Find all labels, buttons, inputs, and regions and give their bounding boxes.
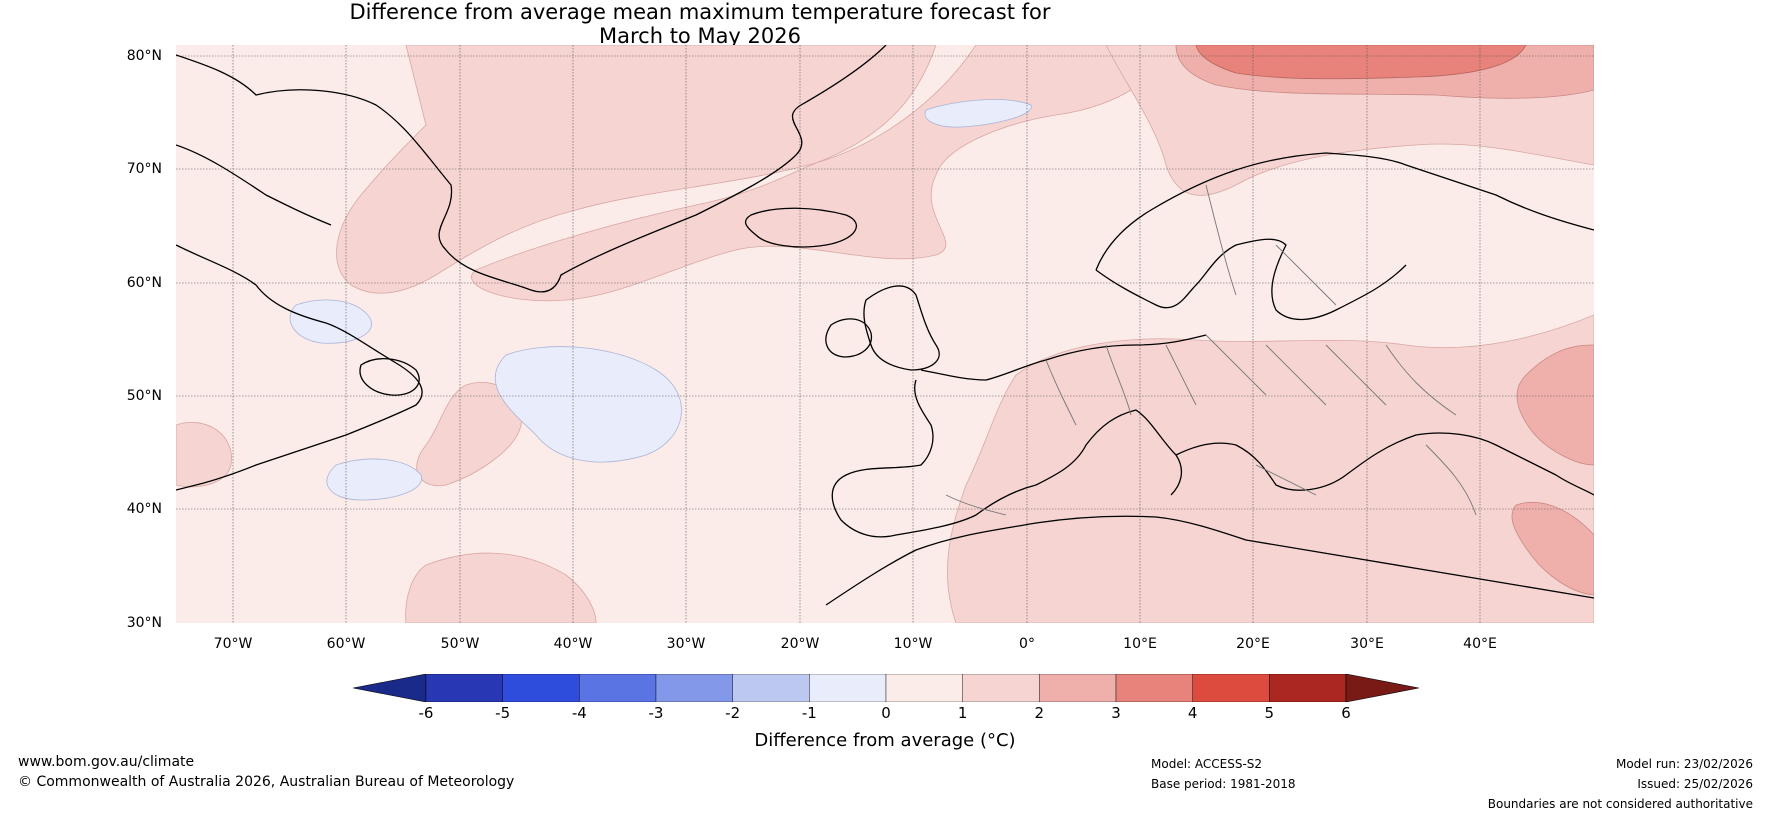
lon-label-10w: 10°W: [893, 636, 933, 652]
colorbar-cell: [1192, 674, 1270, 702]
anomaly-zone-subtropical-warm: [405, 552, 597, 623]
coastline-great-britain: [863, 285, 940, 371]
forecast-map: [176, 45, 1594, 623]
lat-label-60n: 60°N: [126, 275, 162, 291]
footer-website: www.bom.gov.au/climate: [18, 754, 195, 770]
coastline-labrador: [176, 244, 423, 491]
anomaly-zone-newfoundland-cool: [289, 299, 372, 344]
lon-label-50w: 50°W: [440, 636, 480, 652]
footer-model-run: Model run: 23/02/2026: [1615, 757, 1753, 771]
coastline-sweden-baltic: [1095, 238, 1407, 321]
colorbar-cell: [579, 674, 657, 702]
colorbar-tick-label: 1: [957, 704, 968, 722]
colorbar-tick-label: 2: [1034, 704, 1045, 722]
footer-base-period: Base period: 1981-2018: [1151, 777, 1296, 791]
map-title: Difference from average mean maximum tem…: [0, 0, 1400, 48]
colorbar-cell: [655, 674, 733, 702]
lon-label-20w: 20°W: [780, 636, 820, 652]
colorbar-extend-max: [1345, 674, 1419, 702]
lon-label-0: 0°: [1019, 636, 1035, 652]
anomaly-zone-greenland-sea-cool: [924, 99, 1032, 128]
title-line-1: Difference from average mean maximum tem…: [349, 0, 1051, 24]
lon-label-30e: 30°E: [1350, 636, 1384, 652]
anomaly-zone-europe: [947, 314, 1594, 623]
lat-label-80n: 80°N: [126, 48, 162, 64]
colorbar-tick-label: -1: [801, 704, 817, 722]
title-line-2: March to May 2026: [599, 24, 801, 48]
colorbar-tick-label: 4: [1187, 704, 1198, 722]
colorbar-tick-label: -3: [648, 704, 664, 722]
colorbar-cell: [1039, 674, 1117, 702]
colorbar-cell: [425, 674, 503, 702]
anomaly-zone-barents-4: [1195, 45, 1527, 80]
anomaly-zone-black-sea: [1516, 344, 1594, 466]
lon-label-20e: 20°E: [1236, 636, 1270, 652]
lon-label-40e: 40°E: [1463, 636, 1497, 652]
colorbar-tick-label: -6: [418, 704, 434, 722]
footer-model: Model: ACCESS-S2: [1151, 757, 1263, 771]
coastline-france-iberia: [831, 379, 1037, 538]
colorbar-tick-label: 6: [1341, 704, 1351, 722]
lat-label-70n: 70°N: [126, 161, 162, 177]
lon-label-30w: 30°W: [666, 636, 706, 652]
colorbar-tick-label: 3: [1111, 704, 1121, 722]
colorbar-cell: [1115, 674, 1193, 702]
colorbar-extend-min: [353, 674, 427, 702]
colorbar-tick-label: -2: [725, 704, 741, 722]
coastline-greenland: [176, 45, 887, 293]
country-borders: [945, 184, 1477, 516]
colorbar-label: Difference from average (°C): [754, 730, 1016, 751]
lat-label-50n: 50°N: [126, 388, 162, 404]
coastline-iceland: [744, 207, 858, 248]
footer-issued: Issued: 25/02/2026: [1637, 777, 1753, 791]
anomaly-zone-azores-cool: [326, 458, 422, 501]
lat-label-30n: 30°N: [126, 615, 162, 631]
colorbar-cell: [885, 674, 963, 702]
footer-copyright: © Commonwealth of Australia 2026, Austra…: [18, 774, 515, 790]
colorbar-tick-label: 5: [1264, 704, 1275, 722]
colorbar-cell: [809, 674, 887, 702]
lon-label-10e: 10°E: [1123, 636, 1157, 652]
coastline-canada-north: [176, 144, 332, 226]
colorbar-cell: [732, 674, 810, 702]
lat-label-40n: 40°N: [126, 501, 162, 517]
footer-disclaimer: Boundaries are not considered authoritat…: [1487, 797, 1753, 811]
colorbar: [353, 674, 1419, 702]
colorbar-cell: [1269, 674, 1347, 702]
coastline-ireland: [825, 318, 873, 358]
lon-label-70w: 70°W: [213, 636, 253, 652]
anomaly-zone-middle-east: [1511, 501, 1594, 596]
coastline-italy-balkans: [1035, 409, 1594, 496]
anomaly-zone-mid-atlantic-cool: [494, 346, 682, 463]
coastline-norway: [1095, 152, 1594, 271]
colorbar-cell: [962, 674, 1040, 702]
graticule: [176, 45, 1594, 623]
colorbar-tick-label: -4: [571, 704, 587, 722]
colorbar-cell: [502, 674, 580, 702]
lon-label-40w: 40°W: [553, 636, 593, 652]
coastline-newfoundland: [359, 358, 420, 396]
colorbar-tick-label: 0: [881, 704, 891, 722]
lon-label-60w: 60°W: [326, 636, 366, 652]
coastline-north-africa: [825, 515, 1594, 606]
colorbar-tick-label: -5: [495, 704, 511, 722]
colorbar-cells: [353, 674, 1419, 702]
